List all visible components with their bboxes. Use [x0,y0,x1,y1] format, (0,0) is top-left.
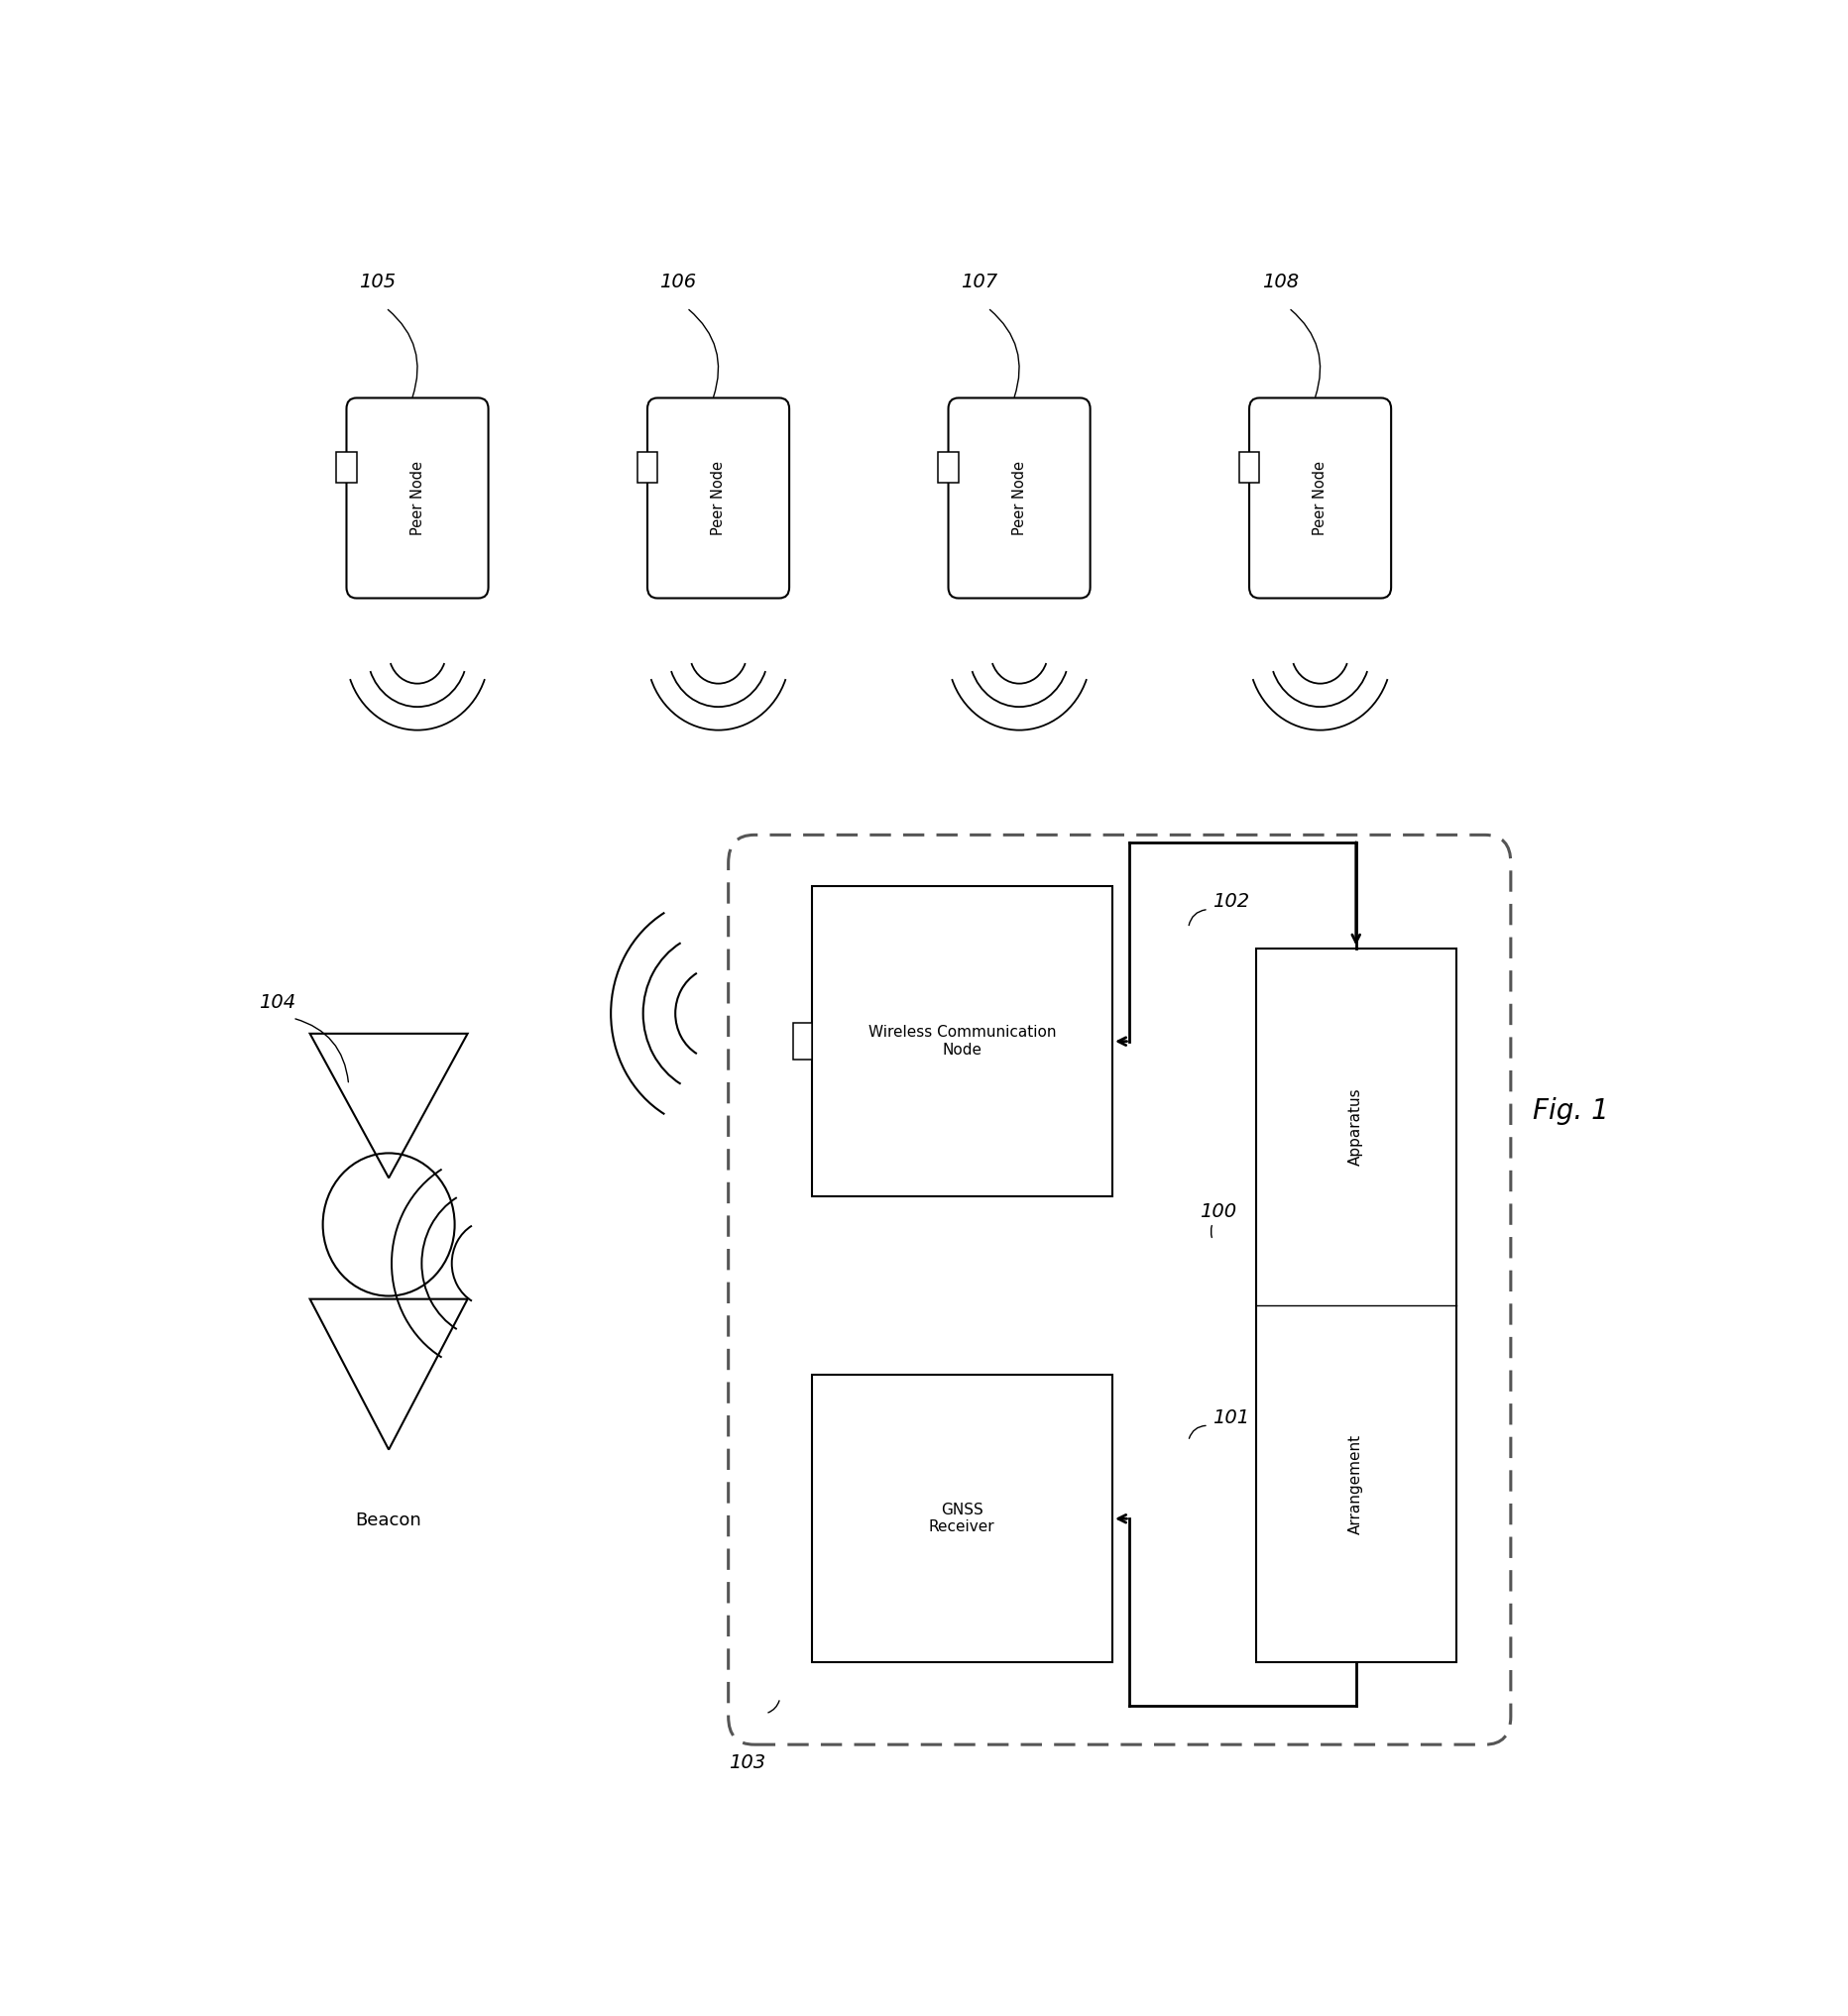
Bar [336,452,357,482]
Text: Peer Node: Peer Node [410,462,425,534]
Text: Fig. 1: Fig. 1 [1532,1097,1608,1125]
Text: 100: 100 [1199,1204,1236,1222]
Bar [811,1375,1112,1663]
FancyBboxPatch shape [1249,397,1390,599]
Text: 108: 108 [1260,272,1297,290]
FancyBboxPatch shape [346,397,488,599]
Text: 107: 107 [961,272,998,290]
Text: 105: 105 [359,272,395,290]
Bar [638,452,658,482]
FancyBboxPatch shape [948,397,1090,599]
Text: Peer Node: Peer Node [1011,462,1026,534]
Text: Arrangement: Arrangement [1347,1433,1362,1534]
Text: Peer Node: Peer Node [1312,462,1327,534]
Bar [1238,452,1258,482]
Bar [811,887,1112,1198]
Text: Wireless Communication
Node: Wireless Communication Node [867,1026,1055,1058]
Bar [1255,948,1456,1663]
FancyBboxPatch shape [647,397,789,599]
Text: Apparatus: Apparatus [1347,1089,1362,1165]
Text: Peer Node: Peer Node [710,462,726,534]
Text: Beacon: Beacon [355,1512,421,1530]
Bar [793,1022,811,1060]
Text: 103: 103 [728,1754,765,1772]
Bar [937,452,957,482]
Text: 101: 101 [1212,1409,1249,1427]
FancyBboxPatch shape [728,835,1510,1744]
Text: 102: 102 [1212,893,1249,911]
Text: 104: 104 [259,994,296,1012]
Text: 106: 106 [660,272,697,290]
Text: GNSS
Receiver: GNSS Receiver [928,1502,994,1534]
